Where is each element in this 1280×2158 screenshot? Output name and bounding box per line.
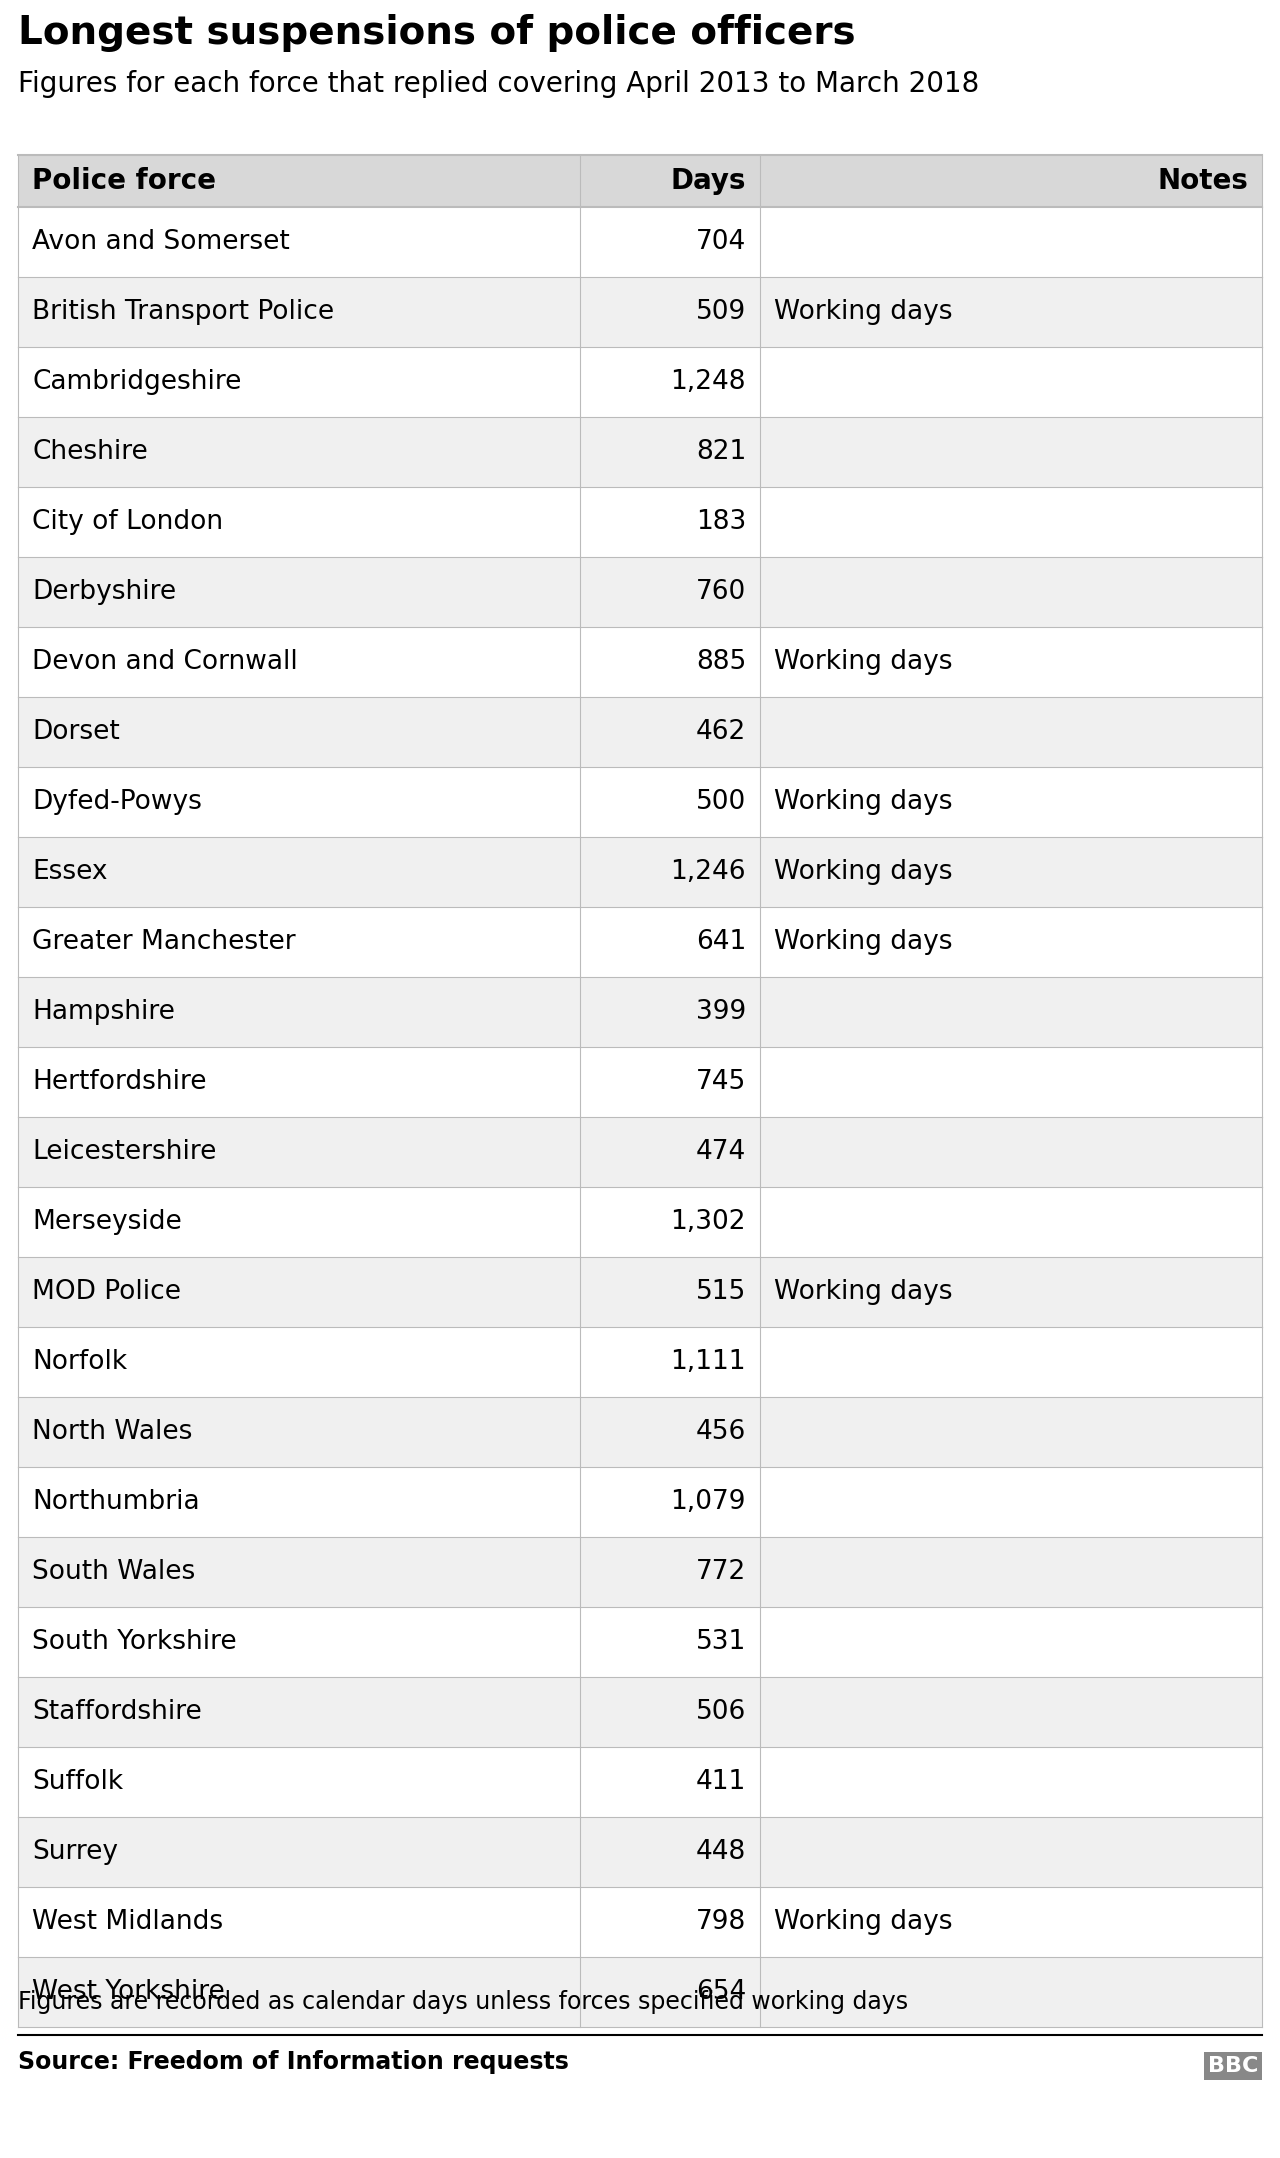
Bar xyxy=(18,628,1262,697)
Text: 411: 411 xyxy=(696,1770,746,1795)
Text: 399: 399 xyxy=(696,999,746,1025)
Text: Police force: Police force xyxy=(32,166,216,194)
Bar xyxy=(18,1327,1262,1396)
Text: 1,111: 1,111 xyxy=(671,1349,746,1375)
Text: 641: 641 xyxy=(696,928,746,956)
Text: South Yorkshire: South Yorkshire xyxy=(32,1629,237,1655)
Text: Merseyside: Merseyside xyxy=(32,1208,182,1234)
Text: City of London: City of London xyxy=(32,509,223,535)
Text: Figures are recorded as calendar days unless forces specified working days: Figures are recorded as calendar days un… xyxy=(18,1990,908,2013)
Text: Avon and Somerset: Avon and Somerset xyxy=(32,229,289,255)
Bar xyxy=(18,207,1262,276)
Text: 1,302: 1,302 xyxy=(671,1208,746,1234)
Bar xyxy=(18,906,1262,978)
Bar xyxy=(18,1817,1262,1886)
Text: 531: 531 xyxy=(696,1629,746,1655)
Text: British Transport Police: British Transport Police xyxy=(32,300,334,326)
Text: 654: 654 xyxy=(696,1979,746,2005)
Text: Greater Manchester: Greater Manchester xyxy=(32,928,296,956)
Text: 456: 456 xyxy=(696,1420,746,1446)
Bar xyxy=(18,347,1262,416)
Bar xyxy=(18,1886,1262,1957)
Bar xyxy=(18,1256,1262,1327)
Text: Figures for each force that replied covering April 2013 to March 2018: Figures for each force that replied cove… xyxy=(18,69,979,97)
Text: 745: 745 xyxy=(696,1068,746,1094)
Bar xyxy=(18,488,1262,557)
Text: 509: 509 xyxy=(696,300,746,326)
Bar xyxy=(18,416,1262,488)
Text: Working days: Working days xyxy=(774,790,952,816)
Text: 821: 821 xyxy=(696,438,746,464)
Bar xyxy=(18,1536,1262,1608)
Text: Working days: Working days xyxy=(774,300,952,326)
Text: Working days: Working days xyxy=(774,1280,952,1306)
Bar xyxy=(18,1957,1262,2026)
Text: 474: 474 xyxy=(696,1139,746,1165)
Text: 772: 772 xyxy=(696,1558,746,1584)
Text: Cheshire: Cheshire xyxy=(32,438,147,464)
Text: Working days: Working days xyxy=(774,650,952,675)
Bar xyxy=(18,1608,1262,1677)
Text: North Wales: North Wales xyxy=(32,1420,192,1446)
Text: Longest suspensions of police officers: Longest suspensions of police officers xyxy=(18,13,855,52)
Text: 515: 515 xyxy=(696,1280,746,1306)
Bar xyxy=(18,1467,1262,1536)
Text: Cambridgeshire: Cambridgeshire xyxy=(32,369,242,395)
Text: Source: Freedom of Information requests: Source: Freedom of Information requests xyxy=(18,2050,568,2074)
Text: 760: 760 xyxy=(696,578,746,604)
Text: Derbyshire: Derbyshire xyxy=(32,578,177,604)
Text: 798: 798 xyxy=(696,1910,746,1936)
Text: 500: 500 xyxy=(696,790,746,816)
Text: Staffordshire: Staffordshire xyxy=(32,1698,202,1724)
Text: MOD Police: MOD Police xyxy=(32,1280,180,1306)
Bar xyxy=(18,978,1262,1047)
Bar xyxy=(18,1748,1262,1817)
Text: Notes: Notes xyxy=(1157,166,1248,194)
Text: 885: 885 xyxy=(696,650,746,675)
Text: Devon and Cornwall: Devon and Cornwall xyxy=(32,650,298,675)
Text: West Yorkshire: West Yorkshire xyxy=(32,1979,225,2005)
Bar xyxy=(18,1047,1262,1118)
Text: Surrey: Surrey xyxy=(32,1839,118,1865)
Text: Norfolk: Norfolk xyxy=(32,1349,127,1375)
Text: South Wales: South Wales xyxy=(32,1558,196,1584)
Text: 704: 704 xyxy=(696,229,746,255)
Text: Essex: Essex xyxy=(32,859,108,885)
Bar xyxy=(18,697,1262,766)
Text: West Midlands: West Midlands xyxy=(32,1910,223,1936)
Text: Dyfed-Powys: Dyfed-Powys xyxy=(32,790,202,816)
Bar xyxy=(18,557,1262,628)
Bar xyxy=(18,1396,1262,1467)
Bar xyxy=(18,766,1262,837)
Bar xyxy=(18,1677,1262,1748)
Bar xyxy=(1204,2052,1262,2080)
Text: Hampshire: Hampshire xyxy=(32,999,175,1025)
Text: Working days: Working days xyxy=(774,859,952,885)
Text: Days: Days xyxy=(671,166,746,194)
Text: 1,246: 1,246 xyxy=(671,859,746,885)
Text: 462: 462 xyxy=(696,719,746,745)
Bar xyxy=(18,1118,1262,1187)
Text: Leicestershire: Leicestershire xyxy=(32,1139,216,1165)
Text: 506: 506 xyxy=(696,1698,746,1724)
Text: Suffolk: Suffolk xyxy=(32,1770,123,1795)
Text: Working days: Working days xyxy=(774,928,952,956)
Text: Hertfordshire: Hertfordshire xyxy=(32,1068,206,1094)
Text: 1,079: 1,079 xyxy=(671,1489,746,1515)
Text: Working days: Working days xyxy=(774,1910,952,1936)
Text: 1,248: 1,248 xyxy=(671,369,746,395)
Text: 448: 448 xyxy=(696,1839,746,1865)
Text: BBC: BBC xyxy=(1208,2057,1258,2076)
Bar xyxy=(18,155,1262,207)
Bar xyxy=(18,276,1262,347)
Text: 183: 183 xyxy=(696,509,746,535)
Text: Northumbria: Northumbria xyxy=(32,1489,200,1515)
Bar xyxy=(18,837,1262,906)
Text: Dorset: Dorset xyxy=(32,719,120,745)
Bar xyxy=(18,1187,1262,1256)
